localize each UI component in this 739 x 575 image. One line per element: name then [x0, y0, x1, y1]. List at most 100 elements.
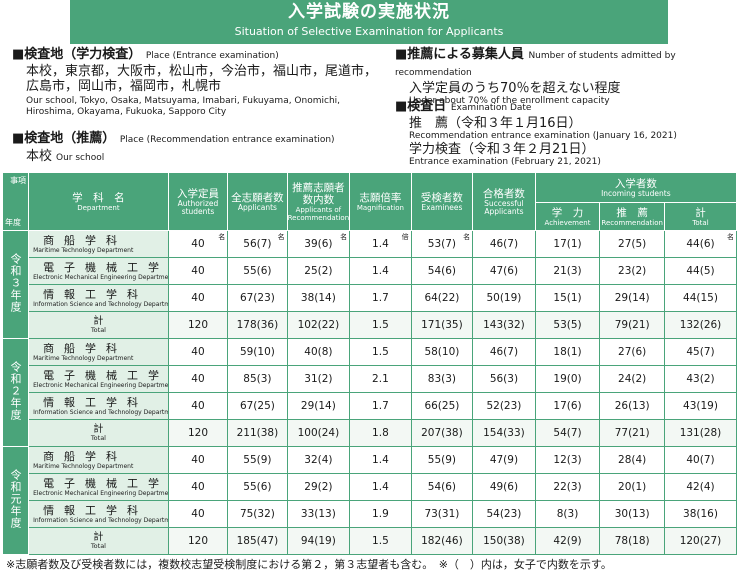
cell-rec-applicants: 31(2) [286, 365, 351, 393]
cell-rec-applicants: 94(19) [286, 527, 351, 555]
department-name: 電子機械工学科Electronic Mechanical Engineering… [28, 473, 169, 501]
table-row: 電子機械工学科Electronic Mechanical Engineering… [3, 473, 738, 501]
department-name: 情報工学科 Information Science and Technology … [28, 284, 169, 312]
cell-successful: 56(3) [472, 365, 536, 393]
cell-incoming-total: 43(2) [663, 365, 738, 393]
cell-applicants: 178(36) [227, 311, 288, 339]
total-label: 計 Total [28, 419, 169, 447]
cell-capacity: 120 [167, 527, 229, 555]
cell-applicants: 85(3) [227, 365, 288, 393]
cell-examinees: 73(31) [410, 500, 474, 528]
cell-incoming-recommendation: 77(21) [599, 419, 665, 447]
title-banner: 入学試験の実施状況 Situation of Selective Examina… [70, 0, 668, 44]
table-total-row: 計 Total 120 178(36) 102(22) 1.5 171(35) 143(32)… [3, 311, 738, 339]
header-dept: 学 科 名 Department [28, 172, 169, 231]
cell-incoming-achievement: 53(5) [534, 311, 601, 339]
cell-successful: 49(6) [472, 473, 536, 501]
place-exam-head: ■検査地（学力検査） [12, 47, 142, 62]
year-label: 令和元年度 [1, 446, 30, 555]
cell-examinees: 58(10) [410, 338, 474, 366]
cell-incoming-total: 42(4) [663, 473, 738, 501]
table-row: 令和２年度 商船学科 Maritime Technology Department 4… [1, 338, 738, 447]
cell-rec-applicants: 33(13) [286, 500, 351, 528]
admissions-table: 事項 年度 学 科 名 Department 入学定員 Authorized stud… [1, 172, 738, 555]
cell-incoming-recommendation: 78(18) [599, 527, 665, 555]
header-examinees: 受検者数 Examinees [410, 172, 474, 231]
place-exam-en2: Hiroshima, Okayama, Fukuoka, Sapporo Cit… [26, 107, 227, 117]
cell-successful: 46(7) [472, 338, 536, 366]
cell-rec-applicants: 100(24) [286, 419, 351, 447]
cell-incoming-recommendation: 24(2) [599, 365, 665, 393]
place-rec-block: ■検査地（推薦） Place (Recommendation entrance … [12, 131, 382, 164]
cell-incoming-total: 40(7) [663, 446, 738, 474]
place-exam-line1: 本校，東京都，大阪市，松山市，今治市，福山市，尾道市， [26, 64, 378, 79]
cell-successful: 50(19) [472, 284, 536, 312]
cell-capacity: 40 [167, 446, 229, 474]
cell-incoming-total: 131(28) [663, 419, 738, 447]
cell-incoming-recommendation: 27(5) [599, 230, 665, 258]
year-label: 令和３年度 [1, 230, 30, 339]
department-name: 情報工学科 Information Science and Technology … [28, 392, 169, 420]
cell-successful: 46(7) [472, 230, 536, 258]
table-body: 令和３年度 商船学科 Maritime Technology Department 4… [1, 230, 738, 555]
cell-applicants: 67(23) [227, 284, 288, 312]
place-rec-line-en: Our school [56, 153, 105, 163]
cell-magnification: 1.8 [349, 419, 412, 447]
cell-magnification: 1.4 倍 [349, 230, 412, 258]
cell-magnification: 2.1 [349, 365, 412, 393]
unit-label: 名 [277, 233, 285, 241]
cell-magnification: 1.9 [349, 500, 412, 528]
cell-applicants: 55(6) [227, 257, 288, 285]
cell-incoming-total: 38(16) [663, 500, 738, 528]
table-row: 情報工学科 Information Science and Technology … [3, 284, 738, 312]
cell-incoming-achievement: 12(3) [534, 446, 601, 474]
cell-incoming-achievement: 54(7) [534, 419, 601, 447]
cell-rec-applicants: 29(14) [286, 392, 351, 420]
exam-date-head: ■検査日 [395, 99, 447, 114]
place-rec-line: 本校 [26, 149, 53, 164]
cell-capacity: 40 [167, 365, 229, 393]
table-row: 電子機械工学科Electronic Mechanical Engineering… [3, 257, 738, 285]
cell-incoming-recommendation: 20(1) [599, 473, 665, 501]
cell-incoming-achievement: 17(1) [534, 230, 601, 258]
cell-incoming-recommendation: 30(13) [599, 500, 665, 528]
cell-capacity: 120 [167, 419, 229, 447]
cell-magnification: 1.7 [349, 392, 412, 420]
cell-magnification: 1.4 [349, 473, 412, 501]
place-rec-head-en: Place (Recommendation entrance examinati… [119, 135, 335, 145]
cell-applicants: 67(25) [227, 392, 288, 420]
cell-magnification: 1.5 [349, 527, 412, 555]
cell-incoming-recommendation: 26(13) [599, 392, 665, 420]
place-rec-head: ■検査地（推薦） [12, 131, 116, 146]
page-title: 入学試験の実施状況 [288, 2, 450, 22]
cell-examinees: 54(6) [410, 257, 474, 285]
header-applicants: 全志願者数 Applicants [227, 172, 288, 231]
exam-date-rec: 推 薦（令和３年１月16日） [409, 116, 582, 131]
header-rec-applicants: 推薦志願者数内数 Applicants of Recommendation [286, 172, 351, 231]
header-achievement: 学 力 Achievement [534, 202, 601, 231]
header-recommendation: 推 薦 Recommendation [599, 202, 665, 231]
cell-rec-applicants: 38(14) [286, 284, 351, 312]
rec-count-head-en: Number of students admitted by recommend… [395, 51, 676, 78]
place-exam-head-en: Place (Entrance examination) [145, 51, 279, 61]
cell-examinees: 55(9) [410, 446, 474, 474]
unit-label: 名 [218, 233, 226, 241]
cell-incoming-achievement: 22(3) [534, 473, 601, 501]
cell-capacity: 120 [167, 311, 229, 339]
cell-capacity: 40 [167, 473, 229, 501]
cell-incoming-recommendation: 79(21) [599, 311, 665, 339]
cell-incoming-achievement: 18(1) [534, 338, 601, 366]
unit-label: 名 [727, 233, 734, 241]
cell-rec-applicants: 102(22) [286, 311, 351, 339]
cell-successful: 150(38) [472, 527, 536, 555]
cell-successful: 52(23) [472, 392, 536, 420]
cell-successful: 47(6) [472, 257, 536, 285]
cell-magnification: 1.5 [349, 311, 412, 339]
cell-capacity: 40 名 [167, 230, 229, 258]
cell-magnification: 1.4 [349, 446, 412, 474]
cell-applicants: 211(38) [227, 419, 288, 447]
cell-rec-applicants: 39(6) 名 [286, 230, 351, 258]
cell-applicants: 75(32) [227, 500, 288, 528]
cell-incoming-total: 43(19) [663, 392, 738, 420]
total-label: 計 Total [28, 527, 169, 555]
